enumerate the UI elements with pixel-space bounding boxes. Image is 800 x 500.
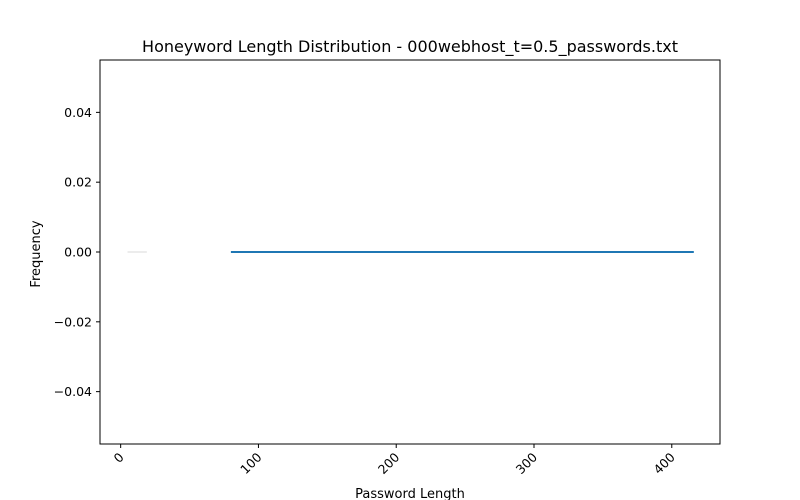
y-tick-label: 0.04 xyxy=(64,105,92,120)
y-tick-label: −0.04 xyxy=(54,384,92,399)
x-tick-label: 100 xyxy=(237,449,265,477)
y-axis-label: Frequency xyxy=(29,220,44,287)
x-axis-label: Password Length xyxy=(355,487,465,500)
y-tick-label: 0.02 xyxy=(64,175,92,190)
x-tick-label: 0 xyxy=(111,449,127,465)
x-tick-label: 400 xyxy=(650,449,678,477)
ticks: 0 100 200 300 400 −0.04 −0.02 0.00 0.02 0.04 xyxy=(54,105,678,477)
y-tick-label: 0.00 xyxy=(64,245,92,260)
x-tick-label: 200 xyxy=(375,449,403,477)
y-tick-label: −0.02 xyxy=(54,314,92,329)
chart-title: Honeyword Length Distribution - 000webho… xyxy=(142,37,678,57)
x-tick-label: 300 xyxy=(513,449,541,477)
